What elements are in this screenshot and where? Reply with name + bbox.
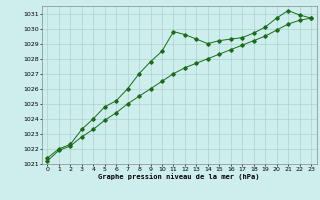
X-axis label: Graphe pression niveau de la mer (hPa): Graphe pression niveau de la mer (hPa)	[99, 173, 260, 180]
